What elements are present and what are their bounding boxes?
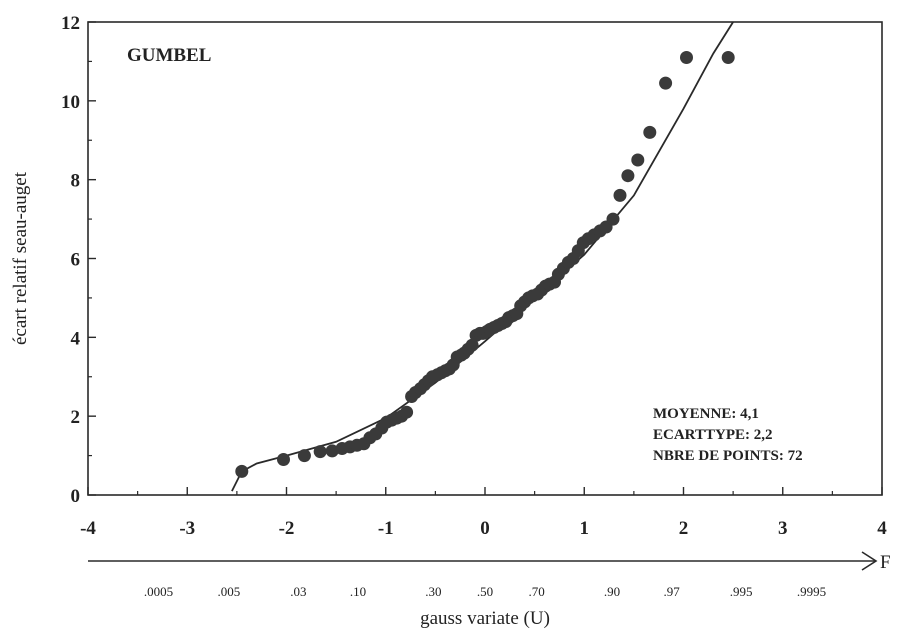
data-point <box>643 125 657 139</box>
x-tick-label: -4 <box>80 518 96 539</box>
probability-tick-label: .30 <box>425 584 441 599</box>
plot-frame <box>87 21 883 496</box>
probability-tick-label: .97 <box>663 584 680 599</box>
x-tick-label: -1 <box>378 518 394 539</box>
probability-tick-label: .50 <box>477 584 493 599</box>
data-points-group <box>235 51 735 478</box>
data-point <box>621 169 635 183</box>
plot-frame-rect <box>87 21 883 496</box>
probability-tick-label: .005 <box>218 584 241 599</box>
data-point <box>297 449 311 463</box>
x-tick-label: 3 <box>778 518 788 539</box>
data-point <box>277 453 290 466</box>
y-tick-label: 2 <box>71 407 81 428</box>
y-tick-label: 4 <box>71 328 81 349</box>
probability-tick-label: .9995 <box>797 584 826 599</box>
stats-mean: MOYENNE: 4,1 <box>653 406 759 422</box>
probability-axis-label: F <box>880 552 891 573</box>
y-tick-label: 10 <box>61 92 80 113</box>
data-point <box>235 464 249 478</box>
x-tick-label: 2 <box>679 518 689 539</box>
x-tick-label: 1 <box>580 518 590 539</box>
data-point <box>613 188 627 202</box>
y-tick-label: 8 <box>71 171 81 192</box>
probability-tick-label: .10 <box>350 584 366 599</box>
chart-title: GUMBEL <box>127 45 211 66</box>
x-axis-ticks: -4 -3 -2 -1 0 1 2 3 4 <box>80 487 887 539</box>
y-tick-label: 12 <box>61 13 80 34</box>
probability-tick-label: .90 <box>604 584 620 599</box>
probability-axis-arrowhead <box>861 551 878 571</box>
data-point <box>325 444 339 458</box>
data-point <box>465 338 479 352</box>
x-tick-label: 4 <box>877 518 887 539</box>
stats-count: NBRE DE POINTS: 72 <box>653 448 803 464</box>
data-point <box>721 51 735 64</box>
probability-tick-label: .03 <box>290 584 306 599</box>
probability-tick-label: .70 <box>528 584 544 599</box>
stats-annotation: MOYENNE: 4,1 ECARTTYPE: 2,2 NBRE DE POIN… <box>653 406 803 464</box>
probability-tick-label: .995 <box>730 584 753 599</box>
x-tick-label: 0 <box>480 518 490 539</box>
x-tick-label: -2 <box>279 518 295 539</box>
data-point <box>606 212 620 226</box>
y-tick-label: 0 <box>71 486 81 507</box>
data-point <box>400 405 414 419</box>
probability-axis: F .0005 .005 .03 .10 .30 .50 .70 .90 .97 .995 .999… <box>88 551 891 599</box>
y-tick-label: 6 <box>71 250 81 271</box>
data-point <box>659 76 673 90</box>
data-point <box>313 445 327 459</box>
x-tick-label: -3 <box>179 518 195 539</box>
y-axis-title: écart relatif seau-auget <box>10 171 31 345</box>
y-axis-ticks: 0 2 4 6 8 10 12 <box>61 13 96 507</box>
probability-tick-label: .0005 <box>144 584 173 599</box>
x-axis-title: gauss variate (U) <box>420 608 550 629</box>
probability-tick-labels: .0005 .005 .03 .10 .30 .50 .70 .90 .97 .995 .9995 <box>144 584 826 599</box>
data-point <box>680 51 693 64</box>
stats-std: ECARTTYPE: 2,2 <box>653 427 772 443</box>
data-point <box>631 153 645 167</box>
